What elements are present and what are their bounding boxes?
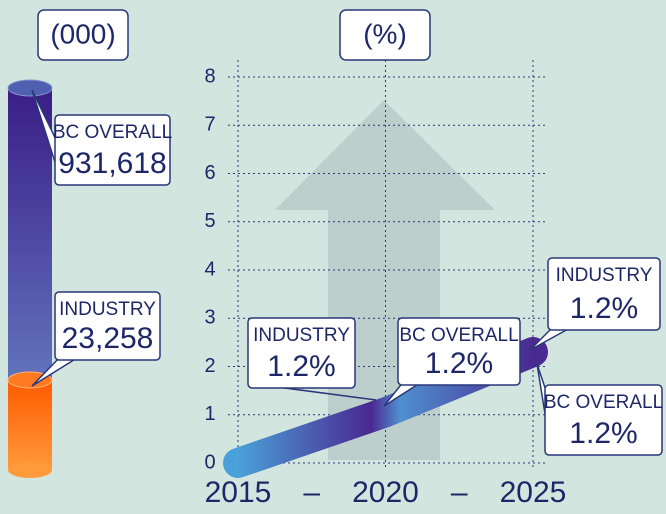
- callout-pointer: [529, 325, 571, 351]
- callout-name: BC OVERALL: [544, 392, 663, 413]
- callout-box: [247, 317, 356, 389]
- y-tick-label: 4: [204, 258, 215, 280]
- x-tick-label: 2015: [205, 476, 272, 509]
- y-tick-label: 6: [204, 162, 215, 184]
- cylinder-segment: [8, 380, 52, 470]
- callout-name: INDUSTRY: [253, 325, 350, 346]
- callout-value: 1.2%: [425, 347, 493, 380]
- cylinder-segment: [8, 88, 52, 380]
- callout-box: [54, 291, 161, 361]
- callout-value: 931,618: [58, 147, 166, 180]
- y-tick-label: 7: [204, 114, 215, 136]
- x-separator: –: [303, 476, 320, 509]
- callout-pointer: [31, 355, 78, 387]
- callout-value: 1.2%: [570, 292, 638, 325]
- y-tick-label: 2: [204, 355, 215, 377]
- callout-name: BC OVERALL: [399, 325, 518, 346]
- title-box: [37, 9, 129, 61]
- callout-box: [544, 384, 663, 456]
- chart-title: (%): [363, 18, 407, 49]
- callout-name: BC OVERALL: [53, 122, 172, 143]
- y-tick-label: 0: [204, 451, 215, 473]
- y-tick-label: 5: [204, 210, 215, 232]
- callout-name: INDUSTRY: [556, 265, 653, 286]
- x-tick-label: 2025: [500, 476, 567, 509]
- cylinder-bottom: [8, 462, 52, 478]
- chart-title: (000): [50, 18, 115, 49]
- callout-name: INDUSTRY: [59, 299, 156, 320]
- cylinder-top: [7, 79, 53, 97]
- callout-value: 1.2%: [267, 350, 335, 383]
- y-tick-label: 1: [204, 403, 215, 425]
- y-tick-label: 3: [204, 307, 215, 329]
- callout-box: [54, 114, 171, 186]
- callout-box: [397, 317, 521, 386]
- callout-value: 23,258: [62, 322, 154, 355]
- y-tick-label: 8: [204, 65, 215, 87]
- x-separator: –: [451, 476, 468, 509]
- callout-box: [547, 257, 661, 331]
- callout-value: 1.2%: [569, 417, 637, 450]
- x-tick-label: 2020: [352, 476, 419, 509]
- callout-pointer: [383, 380, 421, 407]
